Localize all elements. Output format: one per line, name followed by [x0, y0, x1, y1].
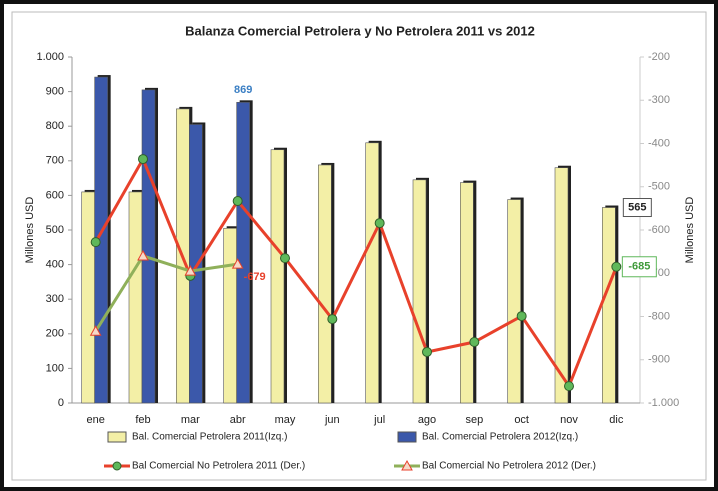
x-tick-label: nov [560, 414, 578, 426]
y-tick-label: 0 [58, 397, 64, 409]
x-tick-label: ene [86, 414, 104, 426]
bar [81, 191, 95, 404]
x-tick-label: may [275, 414, 296, 426]
legend-label: Bal Comercial No Petrolera 2012 (Der.) [422, 461, 596, 472]
y2-tick-label: -300 [648, 94, 670, 106]
y2-tick-label: -200 [648, 51, 670, 63]
line [94, 254, 238, 333]
bar [460, 182, 474, 404]
x-tick-label: feb [135, 414, 150, 426]
bar [189, 124, 203, 404]
x-tick-label: mar [181, 414, 200, 426]
marker [90, 237, 101, 248]
marker [516, 311, 527, 322]
marker [374, 218, 385, 229]
legend-marker [401, 459, 413, 471]
x-tick-label: dic [609, 414, 624, 426]
bar [141, 89, 156, 404]
value-label-box [622, 198, 652, 218]
bar [507, 199, 521, 404]
y-axis-label: Millones USD [24, 197, 36, 264]
value-label: -679 [244, 271, 266, 283]
marker [138, 154, 148, 165]
bar [236, 102, 250, 404]
x-tick-label: sep [465, 414, 483, 426]
legend-swatch [397, 431, 417, 443]
y-tick-label: 400 [46, 259, 64, 271]
y-tick-label: 800 [46, 120, 64, 132]
bar [128, 191, 143, 404]
marker [564, 381, 574, 392]
y2-tick-label: -1.000 [648, 397, 679, 409]
y2-tick-label: -600 [648, 224, 670, 236]
marker [231, 258, 244, 269]
marker [232, 196, 243, 207]
marker [137, 249, 149, 261]
value-label: 565 [628, 201, 646, 213]
value-label-box [621, 256, 657, 278]
y-tick-label: 900 [46, 86, 64, 98]
marker [422, 346, 432, 357]
y2-tick-label: -400 [648, 137, 670, 149]
y-tick-label: 200 [46, 328, 64, 340]
bar [602, 207, 616, 404]
y2-tick-label: -900 [648, 354, 670, 366]
legend-label: Bal. Comercial Petrolera 2011(Izq.) [132, 432, 287, 443]
line [94, 155, 618, 390]
chart-title: Balanza Comercial Petrolera y No Petrole… [185, 23, 535, 38]
chart-border [11, 11, 707, 481]
y2-tick-label: -500 [648, 181, 670, 193]
marker [469, 337, 480, 348]
y-tick-label: 500 [46, 224, 64, 236]
y-tick-label: 1.000 [36, 51, 64, 63]
legend-swatch [107, 431, 127, 443]
bar [554, 167, 569, 404]
x-tick-label: ago [418, 414, 436, 426]
bar [365, 142, 379, 404]
y2-tick-label: -800 [648, 310, 670, 322]
x-tick-label: abr [230, 414, 246, 426]
legend-marker [112, 461, 122, 471]
bar [318, 164, 332, 404]
legend-label: Bal. Comercial Petrolera 2012(Izq.) [422, 432, 578, 443]
bar [412, 179, 427, 404]
y2-axis-label: Millones USD [684, 197, 696, 264]
value-label: -685 [628, 261, 650, 273]
marker [327, 314, 338, 325]
marker [184, 265, 197, 276]
x-tick-label: jun [324, 414, 340, 426]
y-tick-label: 700 [46, 155, 64, 167]
legend-label: Bal Comercial No Petrolera 2011 (Der.) [132, 461, 305, 472]
y-tick-label: 100 [46, 362, 64, 374]
marker [611, 261, 622, 272]
y-tick-label: 600 [46, 189, 64, 201]
bar [223, 227, 237, 404]
marker [280, 253, 290, 264]
marker [89, 325, 102, 336]
bar [270, 149, 285, 404]
value-label: 869 [234, 84, 252, 96]
y-tick-label: 300 [46, 293, 64, 305]
x-tick-label: jul [373, 414, 385, 426]
x-tick-label: oct [514, 414, 529, 426]
